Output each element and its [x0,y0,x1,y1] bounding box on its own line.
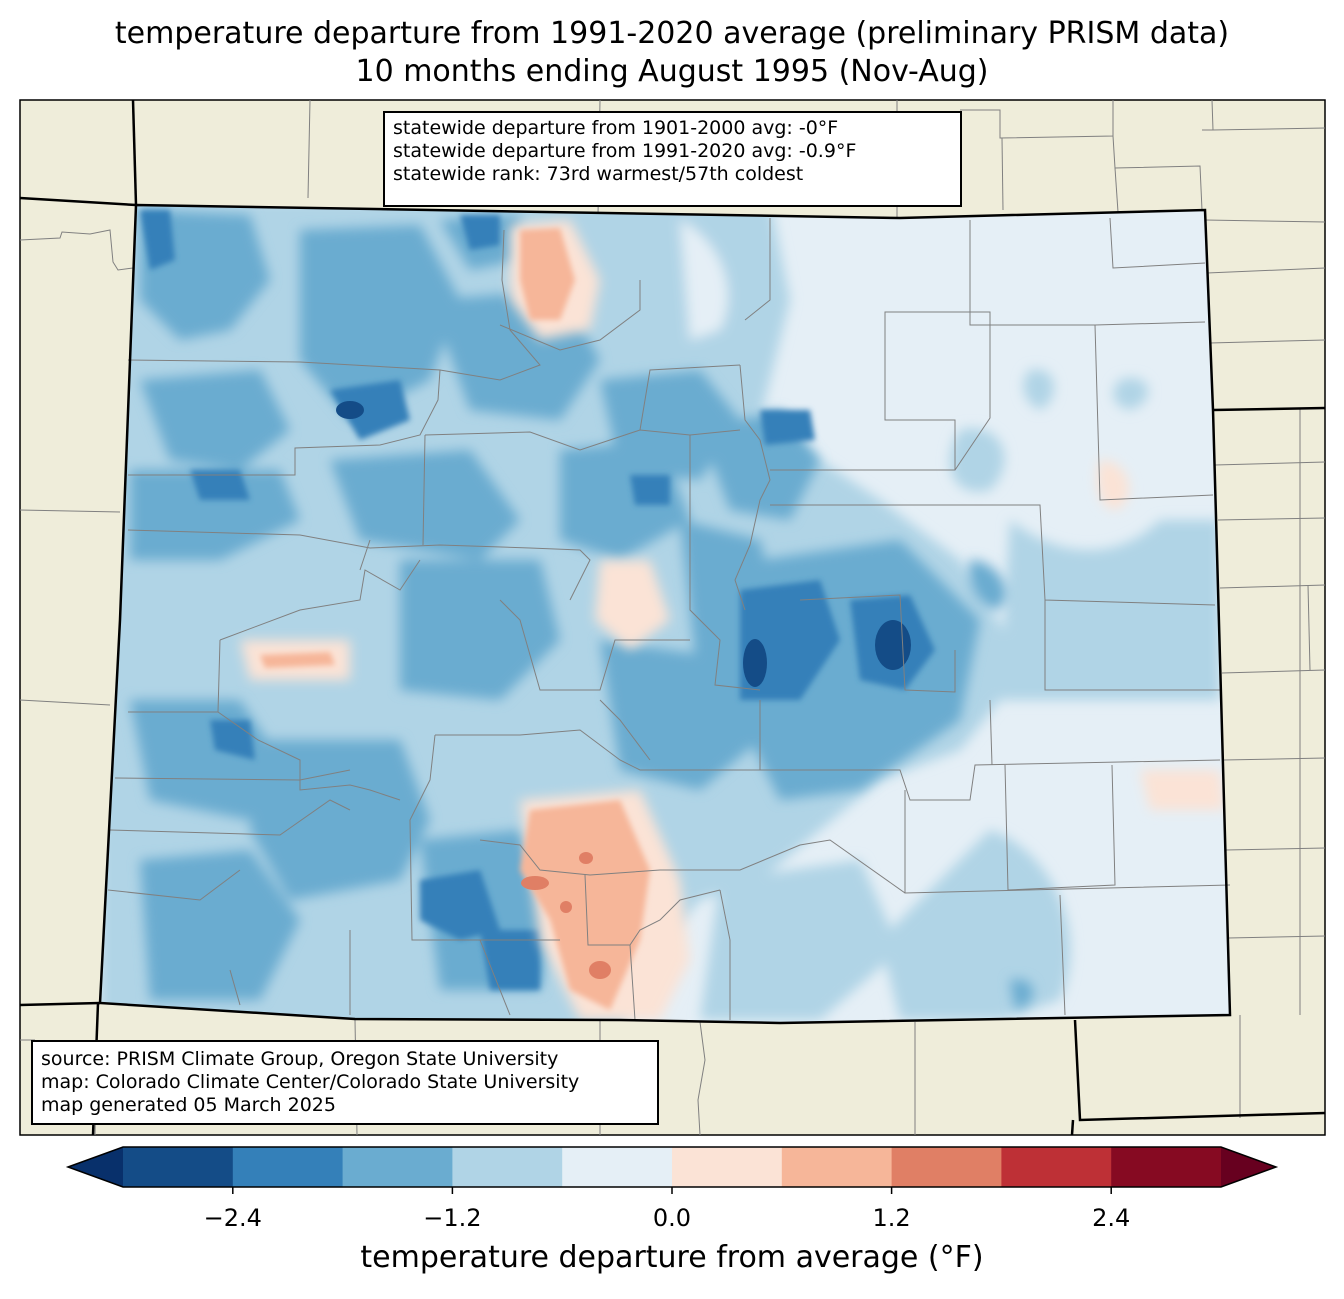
temperature-field [100,205,1230,1023]
colorbar [65,1146,1279,1194]
colorbar-segment [342,1147,453,1187]
colorbar-underflow-arrow [68,1147,123,1187]
source-credit-box: source: PRISM Climate Group, Oregon Stat… [31,1040,659,1125]
colorbar-overflow-arrow [1221,1147,1276,1187]
stats-line-1991-2020: statewide departure from 1991-2020 avg: … [393,140,857,162]
map-subtitle: 10 months ending August 1995 (Nov-Aug) [355,54,989,89]
stats-line-rank: statewide rank: 73rd warmest/57th coldes… [393,163,804,185]
colorbar-segment [452,1147,563,1187]
stats-line-1901-2000: statewide departure from 1901-2000 avg: … [393,117,839,139]
colorbar-segment [1001,1147,1112,1187]
colorado-border [98,203,1232,1025]
colorbar-segment [891,1147,1002,1187]
colorbar-segment [781,1147,893,1187]
colorbar-segment [232,1147,344,1187]
colorbar-segment [562,1147,673,1187]
county-lines [107,217,1231,1021]
colorbar-outline [65,1146,1279,1188]
map-credit-line: map: Colorado Climate Center/Colorado St… [41,1071,580,1093]
colorbar-label: temperature departure from average (°F) [360,1240,984,1275]
generated-date-line: map generated 05 March 2025 [41,1094,336,1116]
colorbar-tick-label: −1.2 [423,1204,482,1232]
colorbar-tick-label: −2.4 [203,1204,262,1232]
colorbar-tick-label: 0.0 [652,1204,692,1232]
colorbar-tick-label: 1.2 [872,1204,911,1232]
colorbar-segment [1111,1147,1222,1187]
colorbar-segment [672,1147,783,1187]
statewide-stats-box: statewide departure from 1901-2000 avg: … [383,111,962,207]
colorbar-tick-label: 2.4 [1092,1204,1131,1232]
map-title: temperature departure from 1991-2020 ave… [114,16,1230,51]
colorbar-segment [123,1147,234,1187]
source-line: source: PRISM Climate Group, Oregon Stat… [41,1048,559,1070]
